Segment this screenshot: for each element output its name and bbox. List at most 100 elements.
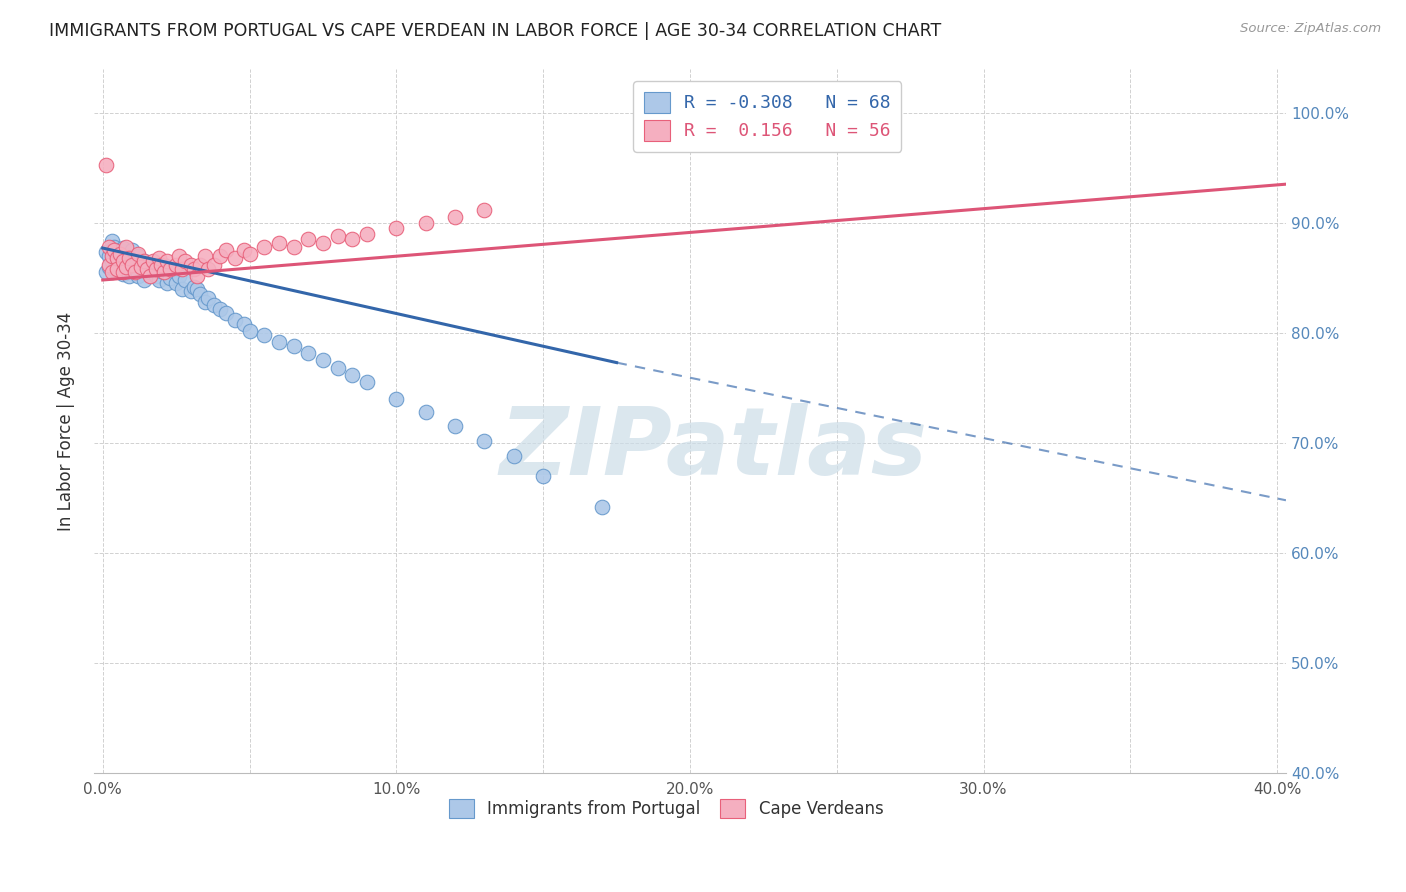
Point bbox=[132, 273, 155, 287]
Point bbox=[167, 249, 190, 263]
Y-axis label: In Labor Force | Age 30-34: In Labor Force | Age 30-34 bbox=[58, 311, 75, 531]
Point bbox=[167, 268, 190, 283]
Point bbox=[531, 469, 554, 483]
Point bbox=[444, 419, 467, 434]
Point bbox=[415, 405, 437, 419]
Point bbox=[297, 232, 319, 246]
Point bbox=[153, 265, 176, 279]
Point bbox=[215, 306, 238, 320]
Point bbox=[174, 273, 197, 287]
Point bbox=[110, 246, 132, 260]
Point bbox=[132, 254, 155, 268]
Point bbox=[115, 260, 138, 274]
Point bbox=[121, 244, 143, 258]
Point bbox=[202, 298, 225, 312]
Point bbox=[385, 221, 408, 235]
Point bbox=[103, 240, 125, 254]
Point bbox=[174, 254, 197, 268]
Point bbox=[591, 500, 613, 514]
Point bbox=[267, 235, 290, 250]
Point bbox=[145, 262, 167, 277]
Point bbox=[297, 345, 319, 359]
Text: ZIPatlas: ZIPatlas bbox=[499, 403, 928, 495]
Text: IMMIGRANTS FROM PORTUGAL VS CAPE VERDEAN IN LABOR FORCE | AGE 30-34 CORRELATION : IMMIGRANTS FROM PORTUGAL VS CAPE VERDEAN… bbox=[49, 22, 942, 40]
Point bbox=[238, 324, 260, 338]
Point bbox=[138, 265, 160, 279]
Point bbox=[100, 235, 122, 249]
Point bbox=[142, 254, 165, 268]
Point bbox=[115, 249, 138, 263]
Point bbox=[283, 339, 305, 353]
Point bbox=[150, 264, 173, 278]
Point bbox=[159, 262, 181, 277]
Point bbox=[127, 249, 149, 263]
Point bbox=[118, 251, 141, 265]
Point bbox=[170, 262, 193, 277]
Point bbox=[159, 270, 181, 285]
Point bbox=[180, 258, 202, 272]
Point bbox=[183, 262, 205, 277]
Point bbox=[202, 258, 225, 272]
Point bbox=[180, 284, 202, 298]
Point bbox=[107, 262, 129, 277]
Point bbox=[112, 265, 135, 279]
Point bbox=[100, 265, 122, 279]
Point bbox=[232, 317, 254, 331]
Point bbox=[124, 262, 146, 277]
Point bbox=[209, 249, 232, 263]
Point bbox=[110, 260, 132, 274]
Point bbox=[186, 268, 208, 283]
Point bbox=[326, 361, 349, 376]
Text: Source: ZipAtlas.com: Source: ZipAtlas.com bbox=[1240, 22, 1381, 36]
Point bbox=[356, 227, 378, 241]
Point bbox=[94, 158, 117, 172]
Point bbox=[121, 258, 143, 272]
Point bbox=[107, 251, 129, 265]
Point bbox=[186, 282, 208, 296]
Point bbox=[267, 334, 290, 349]
Point bbox=[188, 287, 211, 301]
Point bbox=[148, 273, 170, 287]
Point bbox=[97, 249, 120, 263]
Point bbox=[188, 258, 211, 272]
Point bbox=[326, 229, 349, 244]
Point bbox=[118, 251, 141, 265]
Point bbox=[129, 260, 152, 274]
Point bbox=[112, 254, 135, 268]
Point bbox=[103, 262, 125, 277]
Point bbox=[127, 268, 149, 283]
Point bbox=[415, 216, 437, 230]
Point bbox=[342, 232, 364, 246]
Point bbox=[112, 268, 135, 282]
Point bbox=[253, 240, 276, 254]
Point bbox=[100, 254, 122, 268]
Point bbox=[312, 353, 335, 368]
Point bbox=[312, 235, 335, 250]
Point bbox=[197, 291, 219, 305]
Point bbox=[224, 312, 246, 326]
Point bbox=[107, 247, 129, 261]
Point bbox=[127, 246, 149, 260]
Point bbox=[474, 202, 496, 217]
Point bbox=[132, 254, 155, 268]
Point bbox=[94, 245, 117, 260]
Point bbox=[183, 279, 205, 293]
Point bbox=[153, 258, 176, 272]
Point bbox=[110, 244, 132, 258]
Point bbox=[103, 244, 125, 258]
Point bbox=[97, 260, 120, 274]
Point bbox=[238, 246, 260, 260]
Point bbox=[97, 240, 120, 254]
Point bbox=[170, 282, 193, 296]
Point bbox=[135, 258, 157, 272]
Point bbox=[474, 434, 496, 448]
Point bbox=[224, 251, 246, 265]
Point bbox=[194, 295, 217, 310]
Point bbox=[165, 277, 187, 291]
Point bbox=[209, 301, 232, 316]
Point bbox=[97, 258, 120, 272]
Point bbox=[197, 262, 219, 277]
Point bbox=[194, 249, 217, 263]
Point bbox=[385, 392, 408, 406]
Point bbox=[145, 268, 167, 283]
